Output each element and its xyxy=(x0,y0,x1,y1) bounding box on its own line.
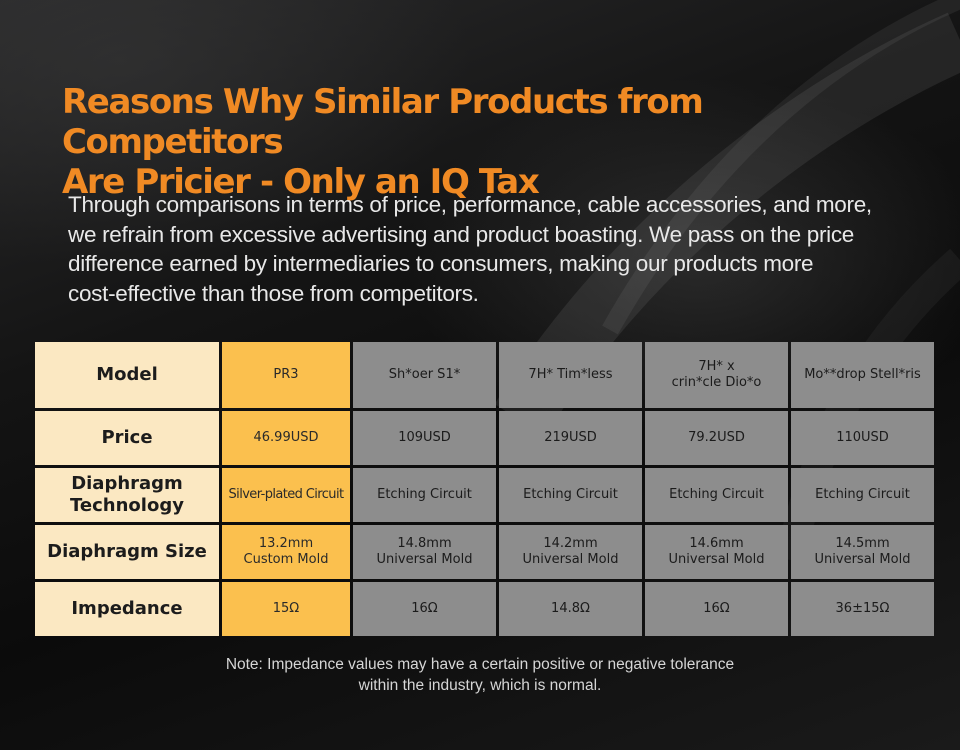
page-title: Reasons Why Similar Products from Compet… xyxy=(62,82,922,202)
footnote-line-1: Note: Impedance values may have a certai… xyxy=(225,656,735,673)
size-cell-competitor-4: 14.5mm Universal Mold xyxy=(791,525,934,579)
footnote: Note: Impedance values may have a certai… xyxy=(0,654,960,696)
model-cell-competitor-3: 7H* x crin*cle Dio*o xyxy=(645,342,788,408)
price-cell-competitor-3: 79.2USD xyxy=(645,411,788,465)
row-header-impedance: Impedance xyxy=(35,582,219,636)
size-value: 14.6mm xyxy=(689,536,744,551)
intro-paragraph: Through comparisons in terms of price, p… xyxy=(68,190,928,308)
impedance-cell-competitor-3: 16Ω xyxy=(645,582,788,636)
row-header-diaphragm-technology: Diaphragm Technology xyxy=(35,468,219,522)
tech-cell-pr3: Silver-plated Circuit xyxy=(222,468,350,522)
table-row-model: Model PR3 Sh*oer S1* 7H* Tim*less 7H* x … xyxy=(35,342,934,408)
tech-cell-competitor-3: Etching Circuit xyxy=(645,468,788,522)
price-cell-pr3: 46.99USD xyxy=(222,411,350,465)
footnote-line-2: within the industry, which is normal. xyxy=(358,677,602,694)
tech-cell-competitor-2: Etching Circuit xyxy=(499,468,642,522)
table-row-impedance: Impedance 15Ω 16Ω 14.8Ω 16Ω 36±15Ω xyxy=(35,582,934,636)
model-cell-pr3: PR3 xyxy=(222,342,350,408)
page-title-line-1: Reasons Why Similar Products from Compet… xyxy=(62,82,704,162)
row-header-tech-line-2: Technology xyxy=(70,495,184,516)
impedance-cell-competitor-1: 16Ω xyxy=(353,582,496,636)
table-row-diaphragm-technology: Diaphragm Technology Silver-plated Circu… xyxy=(35,468,934,522)
impedance-cell-pr3: 15Ω xyxy=(222,582,350,636)
model-cell-competitor-2: 7H* Tim*less xyxy=(499,342,642,408)
mold-type: Universal Mold xyxy=(522,552,619,567)
page-title-line-2: Are Pricier - Only an IQ Tax xyxy=(62,162,540,202)
row-header-price: Price xyxy=(35,411,219,465)
comparison-table: Model PR3 Sh*oer S1* 7H* Tim*less 7H* x … xyxy=(32,339,937,639)
size-cell-competitor-2: 14.2mm Universal Mold xyxy=(499,525,642,579)
row-header-model: Model xyxy=(35,342,219,408)
size-value: 14.2mm xyxy=(543,536,598,551)
price-cell-competitor-2: 219USD xyxy=(499,411,642,465)
model-cell-competitor-3-line-1: 7H* x xyxy=(698,359,735,374)
tech-cell-competitor-4: Etching Circuit xyxy=(791,468,934,522)
size-value: 14.8mm xyxy=(397,536,452,551)
model-cell-competitor-1: Sh*oer S1* xyxy=(353,342,496,408)
size-cell-competitor-3: 14.6mm Universal Mold xyxy=(645,525,788,579)
row-header-tech-line-1: Diaphragm xyxy=(71,473,183,494)
size-value: 13.2mm xyxy=(258,536,314,551)
intro-line-3: difference earned by intermediaries to c… xyxy=(68,251,814,276)
model-cell-competitor-3-line-2: crin*cle Dio*o xyxy=(671,375,762,390)
row-header-diaphragm-size: Diaphragm Size xyxy=(35,525,219,579)
table-row-price: Price 46.99USD 109USD 219USD 79.2USD 110… xyxy=(35,411,934,465)
table-row-diaphragm-size: Diaphragm Size 13.2mm Custom Mold 14.8mm… xyxy=(35,525,934,579)
mold-type: Custom Mold xyxy=(243,552,329,567)
intro-line-2: we refrain from excessive advertising an… xyxy=(68,221,855,247)
impedance-cell-competitor-2: 14.8Ω xyxy=(499,582,642,636)
price-cell-competitor-1: 109USD xyxy=(353,411,496,465)
impedance-cell-competitor-4: 36±15Ω xyxy=(791,582,934,636)
intro-line-1: Through comparisons in terms of price, p… xyxy=(68,192,872,217)
size-value: 14.5mm xyxy=(835,536,890,551)
mold-type: Universal Mold xyxy=(668,552,765,567)
mold-type: Universal Mold xyxy=(376,552,473,567)
mold-type: Universal Mold xyxy=(814,552,911,567)
price-cell-competitor-4: 110USD xyxy=(791,411,934,465)
intro-line-4: cost-effective than those from competito… xyxy=(68,280,479,306)
tech-cell-competitor-1: Etching Circuit xyxy=(353,468,496,522)
size-cell-pr3: 13.2mm Custom Mold xyxy=(222,525,350,579)
model-cell-competitor-4: Mo**drop Stell*ris xyxy=(791,342,934,408)
size-cell-competitor-1: 14.8mm Universal Mold xyxy=(353,525,496,579)
